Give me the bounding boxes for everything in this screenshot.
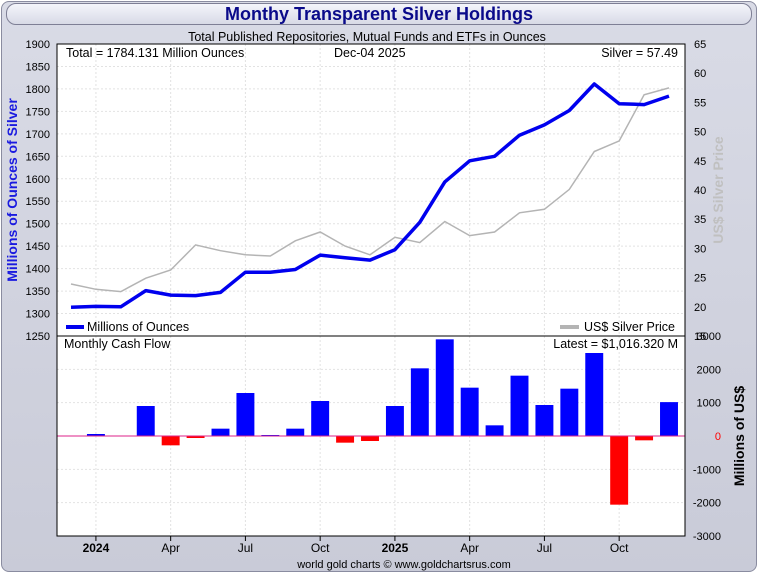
cashflow-axis-tick-label: -2000 <box>693 498 721 510</box>
right-axis-tick-label: 65 <box>694 39 706 51</box>
holdings-line <box>70 82 670 309</box>
cashflow-bar <box>211 428 230 436</box>
cashflow-bar <box>460 387 479 436</box>
cashflow-bar <box>311 401 330 436</box>
cashflow-bar <box>236 393 255 436</box>
x-tick-label: 2024 <box>83 541 110 555</box>
left-axis-tick-label: 1650 <box>26 151 50 163</box>
silver-price-line <box>70 87 670 293</box>
cashflow-plot-border <box>56 335 686 537</box>
cashflow-bar <box>410 368 429 436</box>
right-axis-tick-label: 60 <box>694 68 706 80</box>
top-plot-area <box>57 44 685 336</box>
cashflow-axis-tick-label: 3000 <box>697 331 721 343</box>
right-axis-tick-label: 30 <box>694 243 706 255</box>
left-axis-tick-label: 1250 <box>26 331 50 343</box>
title-bar: Monthy Transparent Silver Holdings <box>6 3 752 25</box>
left-axis-tick-label: 1500 <box>26 219 50 231</box>
subtitle: Total Published Repositories, Mutual Fun… <box>188 30 546 44</box>
cashflow-title: Monthly Cash Flow <box>64 337 171 351</box>
cashflow-bar <box>136 406 155 436</box>
cashflow-bar <box>660 402 678 436</box>
latest-cashflow-label: Latest = $1,016.320 M <box>553 337 678 351</box>
right-axis-tick-label: 20 <box>694 302 706 314</box>
left-axis-tick-label: 1700 <box>26 129 50 141</box>
left-axis-tick-label: 1850 <box>26 61 50 73</box>
left-axis-tick-label: 1350 <box>26 286 50 298</box>
right-axis-tick-label: 40 <box>694 185 706 197</box>
right-axis-title: US$ Silver Price <box>710 136 726 244</box>
cashflow-bar <box>560 388 579 436</box>
right-axis-tick-label: 25 <box>694 273 706 285</box>
right-axis-tick-label: 50 <box>694 127 706 139</box>
cashflow-axis-tick-label: 0 <box>715 431 721 443</box>
left-axis-tick-label: 1800 <box>26 84 50 96</box>
cashflow-bar <box>161 436 180 446</box>
right-axis-tick-label: 55 <box>694 97 706 109</box>
legend-price-label: US$ Silver Price <box>584 320 675 334</box>
cashflow-axis-tick-label: 2000 <box>697 364 721 376</box>
left-axis-tick-label: 1400 <box>26 264 50 276</box>
cashflow-bar <box>635 436 654 441</box>
x-tick-label: Apr <box>460 541 479 555</box>
chart-title: Monthy Transparent Silver Holdings <box>224 4 534 24</box>
cashflow-bar <box>585 353 604 436</box>
left-axis-tick-label: 1550 <box>26 196 50 208</box>
right-axis-tick-label: 15 <box>694 331 706 343</box>
cashflow-bar <box>286 428 305 436</box>
cashflow-bar <box>485 425 504 436</box>
footer-credit: world gold charts © www.goldchartsrus.co… <box>296 559 511 571</box>
date-label: Dec-04 2025 <box>334 46 406 60</box>
cashflow-axis-tick-label: -3000 <box>693 531 721 543</box>
cashflow-axis-tick-label: -1000 <box>693 464 721 476</box>
left-axis-tick-label: 1750 <box>26 106 50 118</box>
cashflow-bar <box>361 436 379 441</box>
x-tick-label: Jul <box>537 541 552 555</box>
total-label: Total = 1784.131 Million Ounces <box>66 46 244 60</box>
x-tick-label: Apr <box>161 541 180 555</box>
cashflow-bar <box>435 339 454 436</box>
right-axis-tick-label: 45 <box>694 156 706 168</box>
cashflow-axis-tick-label: 1000 <box>697 398 721 410</box>
cashflow-bar <box>385 406 404 436</box>
left-axis-tick-label: 1450 <box>26 241 50 253</box>
cashflow-bar <box>510 375 529 436</box>
cashflow-bar <box>186 436 205 438</box>
cashflow-bar <box>535 405 554 436</box>
x-tick-label: 2025 <box>382 541 409 555</box>
x-tick-label: Jul <box>238 541 253 555</box>
cashflow-bar <box>336 436 355 443</box>
x-tick-label: Oct <box>311 541 330 555</box>
left-axis-title: Millions of Ounces of Silver <box>4 98 20 282</box>
right-axis-tick-label: 35 <box>694 214 706 226</box>
left-axis-tick-label: 1600 <box>26 174 50 186</box>
cashflow-bar <box>86 434 105 436</box>
cashflow-axis-title: Millions of US$ <box>731 386 747 487</box>
left-axis-tick-label: 1300 <box>26 309 50 321</box>
left-axis-tick-label: 1900 <box>26 39 50 51</box>
cashflow-bar <box>610 436 629 505</box>
x-tick-label: Oct <box>610 541 629 555</box>
silver-price-label: Silver = 57.49 <box>601 46 678 60</box>
legend-holdings-label: Millions of Ounces <box>87 320 189 334</box>
